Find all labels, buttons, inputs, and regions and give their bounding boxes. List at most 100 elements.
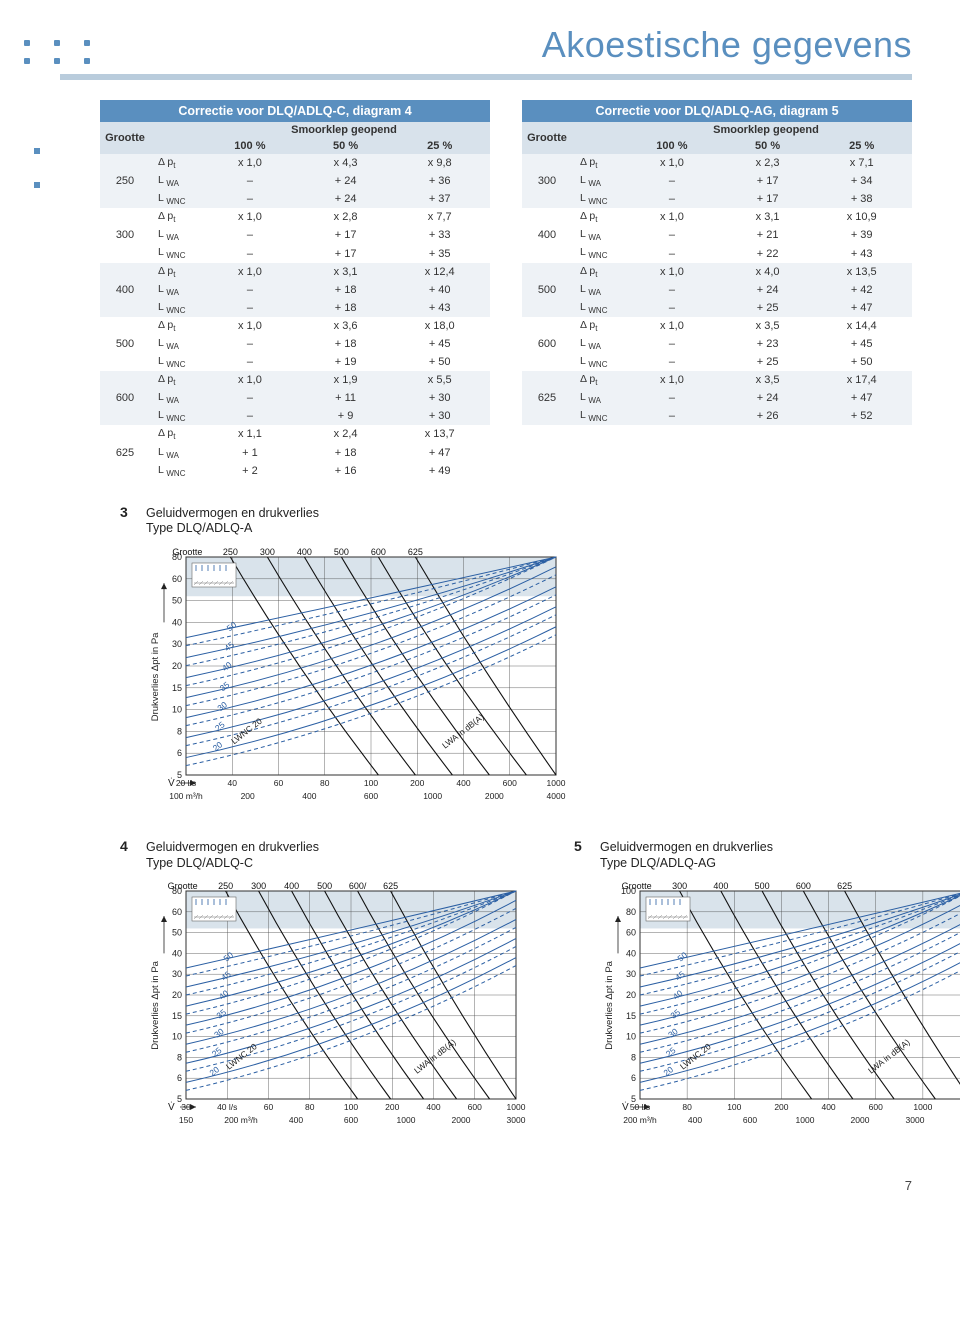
svg-text:1000: 1000 xyxy=(796,1115,815,1125)
svg-text:80: 80 xyxy=(305,1102,315,1112)
table-row: L WA–+ 18+ 45 xyxy=(100,335,490,353)
value-cell: + 18 xyxy=(302,299,390,317)
chart-3: 3 Geluidvermogen en drukverlies Type DLQ… xyxy=(120,504,912,816)
svg-text:1000: 1000 xyxy=(913,1102,932,1112)
chart-title-line1: Geluidvermogen en drukverlies xyxy=(146,840,319,856)
col-group: Smoorklep geopend xyxy=(198,122,490,138)
svg-text:30: 30 xyxy=(215,699,229,713)
svg-text:400: 400 xyxy=(302,791,316,801)
table-row: 600Δ ptx 1,0x 1,9x 5,5 xyxy=(100,371,490,389)
svg-text:100: 100 xyxy=(344,1102,358,1112)
table-row: L WA–+ 21+ 39 xyxy=(522,226,912,244)
chart-svg: 5681015203040608010050 l/s80100200400600… xyxy=(600,875,960,1135)
svg-text:Grootte: Grootte xyxy=(622,881,652,891)
value-cell: – xyxy=(198,244,302,262)
chart-title-line2: Type DLQ/ADLQ-A xyxy=(146,521,319,537)
value-cell: + 26 xyxy=(724,407,812,425)
value-cell: + 18 xyxy=(302,281,390,299)
param-cell: L WA xyxy=(150,172,198,190)
value-cell: – xyxy=(620,353,724,371)
table-row: 400Δ ptx 1,0x 3,1x 10,9 xyxy=(522,208,912,226)
page-number: 7 xyxy=(60,1178,912,1193)
value-cell: + 24 xyxy=(302,172,390,190)
value-cell: + 33 xyxy=(389,226,490,244)
size-cell: 500 xyxy=(522,263,572,317)
col-100: 100 % xyxy=(198,138,302,154)
chart-title-line2: Type DLQ/ADLQ-C xyxy=(146,856,319,872)
value-cell: – xyxy=(198,299,302,317)
value-cell: + 30 xyxy=(389,407,490,425)
svg-text:400: 400 xyxy=(688,1115,702,1125)
value-cell: x 1,0 xyxy=(198,317,302,335)
svg-text:35: 35 xyxy=(214,1007,228,1021)
table-row: 250Δ ptx 1,0x 4,3x 9,8 xyxy=(100,154,490,172)
col-50: 50 % xyxy=(724,138,812,154)
svg-text:625: 625 xyxy=(837,881,852,891)
value-cell: x 4,3 xyxy=(302,154,390,172)
svg-text:60: 60 xyxy=(274,778,284,788)
param-cell: L WA xyxy=(150,281,198,299)
svg-text:600: 600 xyxy=(869,1102,883,1112)
value-cell: + 24 xyxy=(724,281,812,299)
value-cell: + 19 xyxy=(302,353,390,371)
side-bullets xyxy=(34,148,40,188)
value-cell: + 35 xyxy=(389,244,490,262)
value-cell: – xyxy=(198,172,302,190)
svg-text:40: 40 xyxy=(228,778,238,788)
value-cell: + 1 xyxy=(198,444,302,462)
param-cell: L WNC xyxy=(572,407,620,425)
svg-text:V̇: V̇ xyxy=(168,1101,175,1114)
svg-text:80: 80 xyxy=(682,1102,692,1112)
table-row: L WA–+ 18+ 40 xyxy=(100,281,490,299)
svg-text:40: 40 xyxy=(172,949,182,959)
value-cell: + 16 xyxy=(302,462,390,480)
table-row: L WNC–+ 18+ 43 xyxy=(100,299,490,317)
value-cell: x 4,0 xyxy=(724,263,812,281)
svg-text:40: 40 xyxy=(220,659,234,673)
size-cell: 625 xyxy=(522,371,572,425)
chart-5: 5 Geluidvermogen en drukverlies Type DLQ… xyxy=(574,838,960,1140)
svg-text:400: 400 xyxy=(284,881,299,891)
chart-number: 5 xyxy=(574,838,588,854)
value-cell: – xyxy=(620,335,724,353)
value-cell: x 3,1 xyxy=(724,208,812,226)
svg-text:20: 20 xyxy=(172,990,182,1000)
table-row: L WNC–+ 22+ 43 xyxy=(522,244,912,262)
svg-text:50: 50 xyxy=(225,619,239,633)
table-row: L WA–+ 17+ 33 xyxy=(100,226,490,244)
param-cell: L WNC xyxy=(150,462,198,480)
param-cell: L WNC xyxy=(572,190,620,208)
value-cell: – xyxy=(620,226,724,244)
param-cell: L WA xyxy=(572,172,620,190)
value-cell: + 23 xyxy=(724,335,812,353)
svg-text:1000: 1000 xyxy=(547,778,566,788)
svg-text:10: 10 xyxy=(172,1032,182,1042)
size-cell: 300 xyxy=(522,154,572,208)
table-row: L WA–+ 24+ 36 xyxy=(100,172,490,190)
svg-text:400: 400 xyxy=(426,1102,440,1112)
value-cell: – xyxy=(620,389,724,407)
title-underline xyxy=(60,74,912,80)
chart-title-line1: Geluidvermogen en drukverlies xyxy=(600,840,773,856)
param-cell: L WNC xyxy=(150,244,198,262)
svg-text:100 m³/h: 100 m³/h xyxy=(169,791,203,801)
value-cell: x 13,5 xyxy=(811,263,912,281)
svg-text:200: 200 xyxy=(774,1102,788,1112)
value-cell: x 9,8 xyxy=(389,154,490,172)
value-cell: – xyxy=(620,244,724,262)
svg-text:60: 60 xyxy=(172,907,182,917)
table-row: L WA–+ 24+ 42 xyxy=(522,281,912,299)
value-cell: + 34 xyxy=(811,172,912,190)
svg-text:4000: 4000 xyxy=(547,791,566,801)
table-row: L WNC–+ 26+ 52 xyxy=(522,407,912,425)
param-cell: L WA xyxy=(572,389,620,407)
svg-text:600: 600 xyxy=(468,1102,482,1112)
svg-text:50: 50 xyxy=(172,596,182,606)
svg-text:300: 300 xyxy=(260,547,275,557)
table-row: L WNC–+ 19+ 50 xyxy=(100,353,490,371)
value-cell: + 39 xyxy=(811,226,912,244)
value-cell: – xyxy=(620,190,724,208)
table-row: L WNC–+ 25+ 47 xyxy=(522,299,912,317)
col-25: 25 % xyxy=(389,138,490,154)
size-cell: 400 xyxy=(522,208,572,262)
